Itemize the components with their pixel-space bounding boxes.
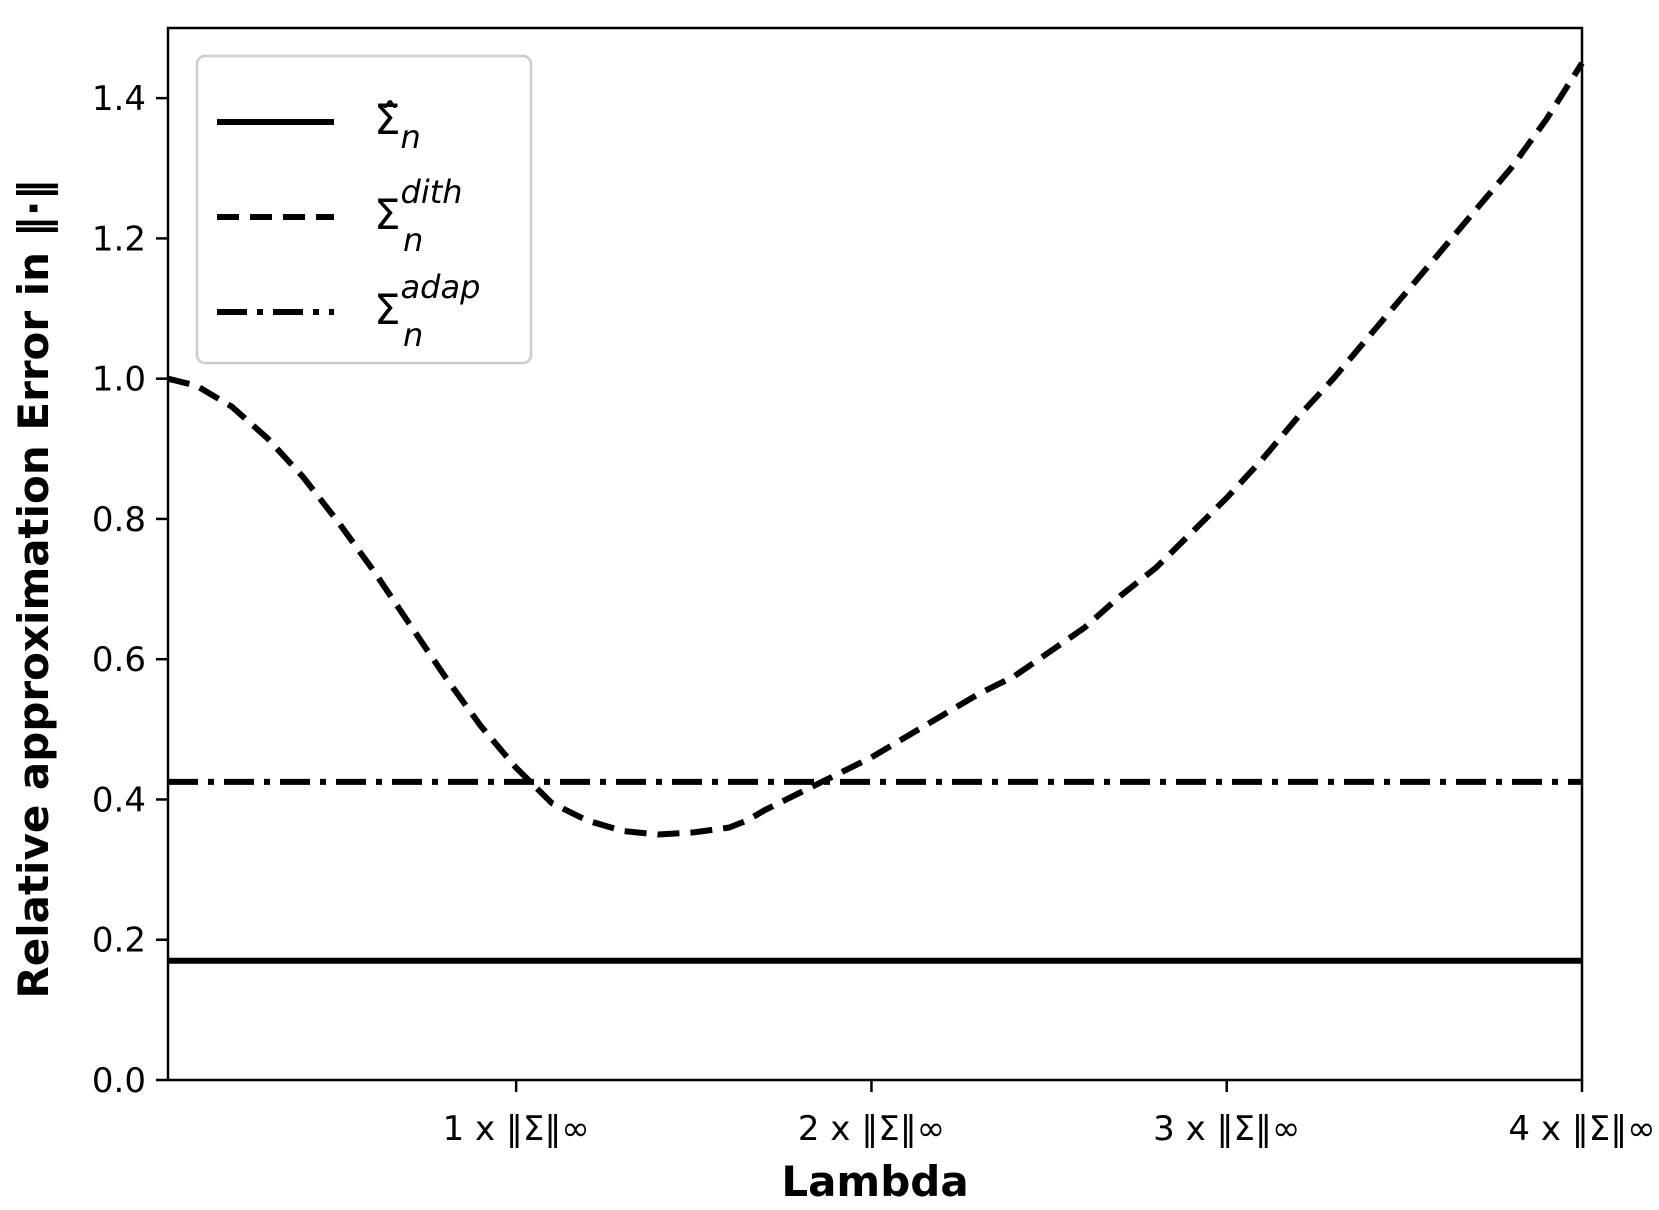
series-line-dashed — [167, 61, 1585, 838]
legend-label: Σ̂n — [374, 95, 421, 156]
plot-lines — [167, 61, 1585, 964]
plot-area-frame — [166, 26, 1584, 1082]
legend-box — [195, 54, 533, 365]
legend-label: Σdith — [374, 173, 463, 239]
x-tick-label: 1 x ‖Σ‖∞ — [443, 1109, 590, 1149]
y-tick-label: 1.4 — [92, 79, 146, 119]
x-axis: 1 x ‖Σ‖∞ 2 x ‖Σ‖∞ 3 x ‖Σ‖∞ 4 x ‖Σ‖∞ — [443, 1080, 1656, 1149]
x-axis-title: Lambda — [781, 1157, 968, 1206]
legend-subscript: n — [403, 221, 423, 259]
x-tick-label: 4 x ‖Σ‖∞ — [1508, 1109, 1655, 1149]
y-tick-label: 0.8 — [92, 500, 146, 540]
x-tick-label: 3 x ‖Σ‖∞ — [1153, 1109, 1300, 1149]
y-tick-label: 0.2 — [92, 921, 146, 961]
y-tick-label: 0.0 — [92, 1061, 146, 1101]
y-axis-title: Relative approximation Error in ‖·‖ — [9, 179, 58, 998]
legend-label: Σadap — [374, 268, 480, 334]
legend-subscript: n — [403, 316, 423, 354]
y-axis: 0.0 0.2 0.4 0.6 0.8 1.0 1.2 1.4 — [92, 79, 168, 1101]
y-tick-label: 0.4 — [92, 780, 146, 820]
y-tick-label: 1.0 — [92, 360, 146, 400]
y-tick-label: 1.2 — [92, 219, 146, 259]
y-tick-label: 0.6 — [92, 640, 146, 680]
x-tick-label: 2 x ‖Σ‖∞ — [798, 1109, 945, 1149]
